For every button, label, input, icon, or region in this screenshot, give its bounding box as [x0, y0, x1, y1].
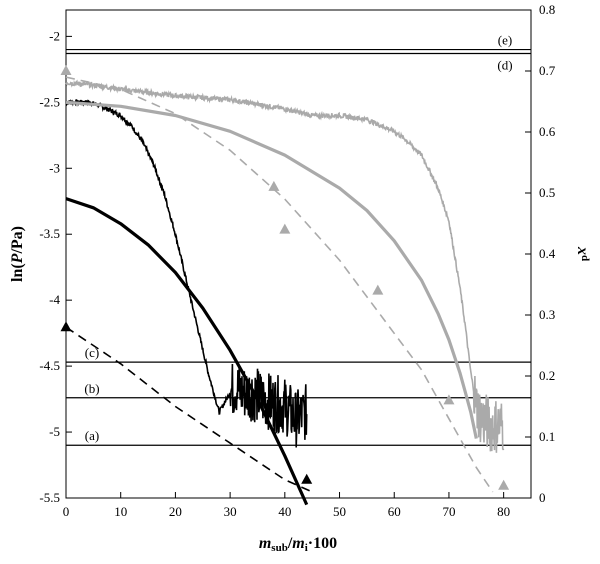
- noisy-trace-line: [65, 99, 308, 448]
- right-y-axis: 0 0.1 0.2 0.3 0.4 0.5 0.6 0.7 0.8: [525, 2, 556, 505]
- reference-line-label: (a): [85, 428, 99, 443]
- axis-title-part: /: [287, 535, 293, 552]
- x-tick-label: 20: [169, 504, 182, 519]
- triangle-marker: [60, 65, 72, 75]
- triangle-marker: [60, 321, 72, 332]
- series-5: [65, 100, 478, 439]
- left-tick-label: -3: [49, 160, 60, 175]
- triangle-marker: [443, 394, 455, 405]
- reference-line-label: (d): [497, 58, 512, 73]
- thick-curve: [65, 197, 309, 506]
- right-tick-label: 0.2: [539, 368, 555, 383]
- triangle-marker: [279, 223, 291, 234]
- series-0: [65, 99, 308, 448]
- axis-title-part: m: [259, 535, 271, 552]
- left-tick-label: -3.5: [39, 226, 60, 241]
- reference-line-label: (c): [85, 345, 99, 360]
- x-axis: 0 10 20 30 40 50 60 70 80: [63, 492, 510, 519]
- axis-title-part: P: [9, 253, 26, 264]
- right-tick-label: 0.5: [539, 185, 555, 200]
- triangle-marker: [268, 180, 280, 191]
- x-tick-label: 50: [333, 504, 346, 519]
- left-tick-label: -2: [49, 28, 60, 43]
- x-tick-label: 10: [114, 504, 127, 519]
- series-2: [65, 326, 313, 493]
- axis-title-part: /Pa): [9, 226, 26, 255]
- reference-line-label: (e): [498, 33, 512, 48]
- axis-title-part: sub: [271, 542, 288, 554]
- x-tick-label: 60: [388, 504, 401, 519]
- thick-curve: [65, 100, 478, 439]
- left-tick-label: -4: [49, 292, 60, 307]
- series-7: [60, 65, 510, 490]
- axis-title-part: i: [305, 542, 308, 554]
- right-tick-label: 0.4: [539, 246, 556, 261]
- series-4: [65, 79, 505, 453]
- triangle-marker: [301, 473, 313, 484]
- right-tick-label: 0.3: [539, 307, 555, 322]
- left-tick-label: -5.5: [39, 490, 60, 505]
- x-tick-label: 30: [224, 504, 237, 519]
- axis-title-part: ln(: [9, 263, 26, 282]
- x-tick-label: 80: [497, 504, 510, 519]
- axis-title-part: x: [574, 246, 591, 255]
- x-tick-label: 0: [63, 504, 70, 519]
- x-tick-label: 70: [442, 504, 455, 519]
- right-tick-label: 0.1: [539, 429, 555, 444]
- reference-line-label: (b): [84, 381, 99, 396]
- left-tick-label: -2.5: [39, 94, 60, 109]
- dashed-curve: [65, 76, 494, 493]
- x-tick-label: 40: [278, 504, 291, 519]
- left-y-axis-title: ln(P/Pa): [9, 226, 26, 282]
- noisy-trace-line: [65, 79, 505, 453]
- triangle-marker: [372, 284, 384, 295]
- axis-title-part: ·100: [308, 535, 337, 552]
- left-tick-label: -4.5: [39, 358, 60, 373]
- axis-title-part: d: [579, 255, 591, 261]
- right-tick-label: 0.8: [539, 2, 555, 17]
- right-y-axis-title: xd: [574, 246, 591, 261]
- series-3: [60, 321, 313, 484]
- left-y-axis: -5.5 -5 -4.5 -4 -3.5 -3 -2.5 -2: [39, 28, 72, 505]
- right-tick-label: 0: [539, 490, 546, 505]
- x-axis-title: msub/mi·100: [259, 535, 337, 554]
- right-tick-label: 0.7: [539, 63, 556, 78]
- axis-title-part: m: [292, 535, 304, 552]
- triangle-marker: [498, 479, 510, 490]
- dashed-curve: [65, 326, 313, 493]
- series-1: [65, 197, 309, 506]
- right-tick-label: 0.6: [539, 124, 556, 139]
- data-series: [60, 65, 510, 506]
- series-6: [65, 76, 494, 493]
- left-tick-label: -5: [49, 424, 60, 439]
